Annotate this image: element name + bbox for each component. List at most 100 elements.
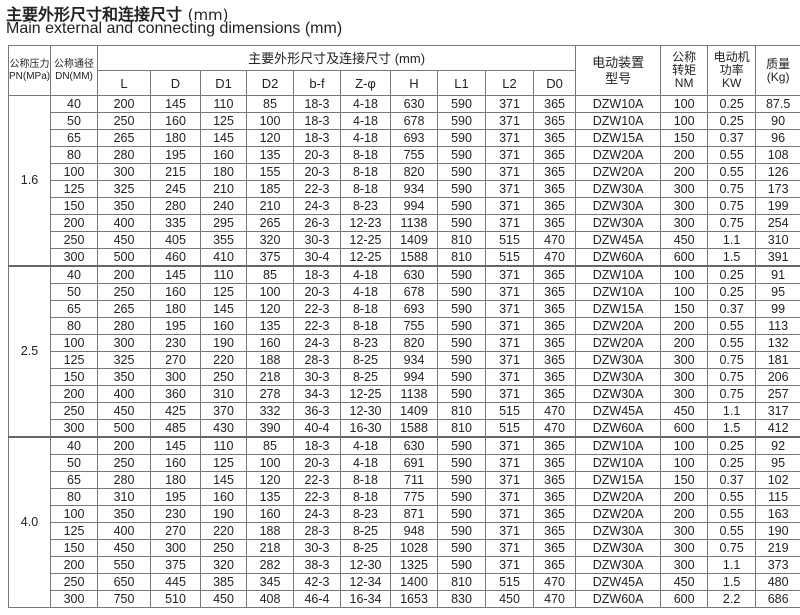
title-unit: (mm)	[187, 6, 229, 24]
table-cell: 125	[50, 522, 98, 540]
table-cell: 590	[437, 471, 486, 489]
table-cell: 371	[485, 454, 534, 472]
table-cell: DZW30A	[575, 522, 662, 540]
table-cell: 410	[200, 248, 247, 267]
table-cell: 150	[50, 197, 98, 215]
table-cell: 400	[97, 522, 151, 540]
table-cell: DZW10A	[575, 95, 662, 113]
table-cell: 1.1	[707, 556, 757, 574]
table-cell: 200	[660, 163, 709, 181]
table-cell: 430	[200, 419, 247, 438]
table-cell: 515	[485, 231, 534, 249]
table-cell: 150	[660, 300, 709, 318]
table-cell: 365	[532, 385, 577, 403]
page-title-en: Main external and connecting dimensions …	[6, 20, 343, 37]
table-cell: 24-3	[293, 197, 341, 215]
table-cell: 345	[246, 573, 294, 591]
table-cell: DZW20A	[575, 505, 662, 523]
table-cell: DZW45A	[575, 231, 662, 249]
table-cell: 40-4	[293, 419, 341, 438]
table-cell: 38-3	[293, 556, 341, 574]
table-cell: 810	[437, 402, 486, 420]
table-cell: 320	[200, 556, 247, 574]
table-cell: 300	[150, 539, 201, 557]
header-power: 电动机功率KW	[707, 45, 757, 96]
table-cell: 180	[150, 471, 201, 489]
table-cell: 102	[755, 471, 800, 489]
table-cell: 390	[246, 419, 294, 438]
table-cell: 300	[660, 351, 709, 369]
table-cell: 200	[50, 214, 98, 232]
table-cell: 0.75	[707, 180, 757, 198]
table-cell: 590	[437, 522, 486, 540]
table-cell: 4-18	[340, 454, 391, 472]
table-cell: 300	[660, 197, 709, 215]
table-cell: 22-3	[293, 180, 341, 198]
table-cell: DZW30A	[575, 385, 662, 403]
table-cell: 210	[200, 180, 247, 198]
table-cell: 370	[200, 402, 247, 420]
table-cell: 195	[150, 146, 201, 164]
table-cell: 371	[485, 163, 534, 181]
table-cell: 0.37	[707, 300, 757, 318]
table-cell: 590	[437, 265, 486, 284]
table-cell: 590	[437, 95, 486, 113]
table-cell: 270	[150, 351, 201, 369]
table-cell: 96	[755, 129, 800, 147]
table-cell: 994	[390, 197, 438, 215]
table-cell: 100	[660, 454, 709, 472]
table-cell: 181	[755, 351, 800, 369]
table-cell: 320	[246, 231, 294, 249]
table-cell: 450	[485, 590, 534, 608]
table-cell: 125	[200, 112, 247, 130]
table-cell: 12-30	[340, 402, 391, 420]
table-cell: 188	[246, 351, 294, 369]
table-cell: 180	[200, 163, 247, 181]
table-cell: 1138	[390, 385, 438, 403]
table-cell: 450	[660, 231, 709, 249]
table-cell: 590	[437, 197, 486, 215]
table-cell: 100	[660, 95, 709, 113]
table-cell: 590	[437, 112, 486, 130]
table-cell: 300	[50, 419, 98, 438]
table-cell: DZW20A	[575, 163, 662, 181]
table-cell: 160	[150, 283, 201, 301]
table-cell: 365	[532, 539, 577, 557]
table-cell: 80	[50, 488, 98, 506]
table-cell: 200	[660, 146, 709, 164]
table-row: 1.6 40 200 145 110 85 18-3 4-18 630 590 371 365 DZW1…	[8, 95, 800, 267]
table-cell: 125	[50, 351, 98, 369]
table-cell: 590	[437, 283, 486, 301]
table-cell: 230	[150, 334, 201, 352]
table-cell: 145	[150, 436, 201, 455]
table-cell: 0.55	[707, 522, 757, 540]
table-cell: 515	[485, 248, 534, 267]
title-cn-text: 主要外形尺寸和连接尺寸	[6, 5, 183, 24]
table-cell: 775	[390, 488, 438, 506]
table-cell: 365	[532, 163, 577, 181]
table-row: 65 265 180 145 120 22-3 8-18 693 590 371 365 DZW15A…	[9, 300, 800, 318]
table-cell: 515	[485, 402, 534, 420]
table-cell: 0.75	[707, 351, 757, 369]
table-cell: 4-18	[340, 112, 391, 130]
table-cell: 590	[437, 163, 486, 181]
header-dim-0: L	[97, 70, 151, 96]
table-cell: 365	[532, 317, 577, 335]
table-cell: DZW30A	[575, 197, 662, 215]
header-dim-8: L2	[485, 70, 534, 96]
table-row: 100 300 230 190 160 24-3 8-23 820 590 371 365 DZW20…	[9, 334, 800, 352]
table-cell: 300	[660, 368, 709, 386]
table-cell: 755	[390, 317, 438, 335]
table-cell: 0.75	[707, 197, 757, 215]
table-cell: 590	[437, 454, 486, 472]
table-cell: 20-3	[293, 283, 341, 301]
table-cell: 371	[485, 180, 534, 198]
table-cell: 300	[660, 180, 709, 198]
table-cell: 371	[485, 471, 534, 489]
header-dim-5: Z-φ	[340, 70, 391, 96]
table-cell: 460	[150, 248, 201, 267]
table-cell: 300	[50, 248, 98, 267]
table-cell: 160	[246, 505, 294, 523]
table-cell: 265	[97, 300, 151, 318]
table-cell: 4-18	[340, 265, 391, 284]
